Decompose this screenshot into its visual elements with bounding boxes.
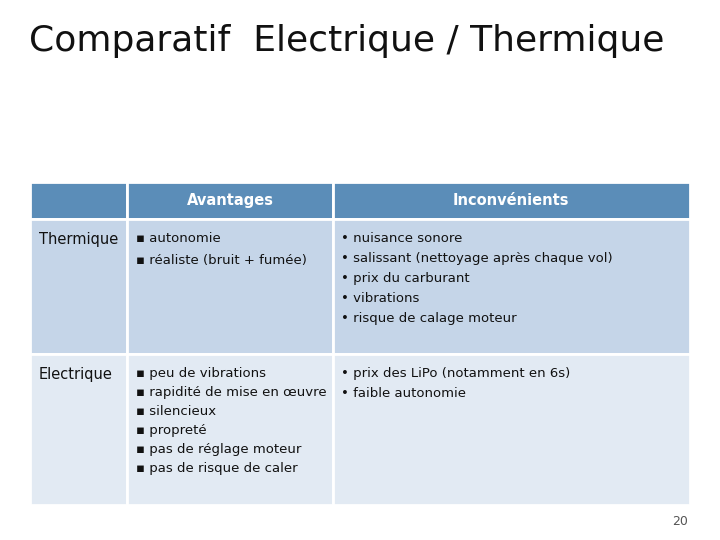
FancyBboxPatch shape [333, 354, 690, 505]
Text: Inconvénients: Inconvénients [453, 193, 570, 208]
Text: Comparatif  Electrique / Thermique: Comparatif Electrique / Thermique [29, 24, 664, 58]
Text: • prix des LiPo (notamment en 6s)
• faible autonomie: • prix des LiPo (notamment en 6s) • faib… [341, 367, 570, 400]
FancyBboxPatch shape [30, 219, 127, 354]
Text: ▪ autonomie
▪ réaliste (bruit + fumée): ▪ autonomie ▪ réaliste (bruit + fumée) [136, 232, 307, 267]
FancyBboxPatch shape [333, 219, 690, 354]
Text: Avantages: Avantages [186, 193, 274, 208]
FancyBboxPatch shape [127, 219, 333, 354]
Text: • nuisance sonore
• salissant (nettoyage après chaque vol)
• prix du carburant
•: • nuisance sonore • salissant (nettoyage… [341, 232, 613, 325]
FancyBboxPatch shape [127, 182, 333, 219]
Text: Electrique: Electrique [39, 367, 113, 382]
FancyBboxPatch shape [127, 354, 333, 505]
FancyBboxPatch shape [30, 354, 127, 505]
Text: 20: 20 [672, 515, 688, 528]
FancyBboxPatch shape [333, 182, 690, 219]
FancyBboxPatch shape [30, 182, 127, 219]
Text: ▪ peu de vibrations
▪ rapidité de mise en œuvre
▪ silencieux
▪ propreté
▪ pas de: ▪ peu de vibrations ▪ rapidité de mise e… [136, 367, 327, 475]
Text: Thermique: Thermique [39, 232, 118, 247]
